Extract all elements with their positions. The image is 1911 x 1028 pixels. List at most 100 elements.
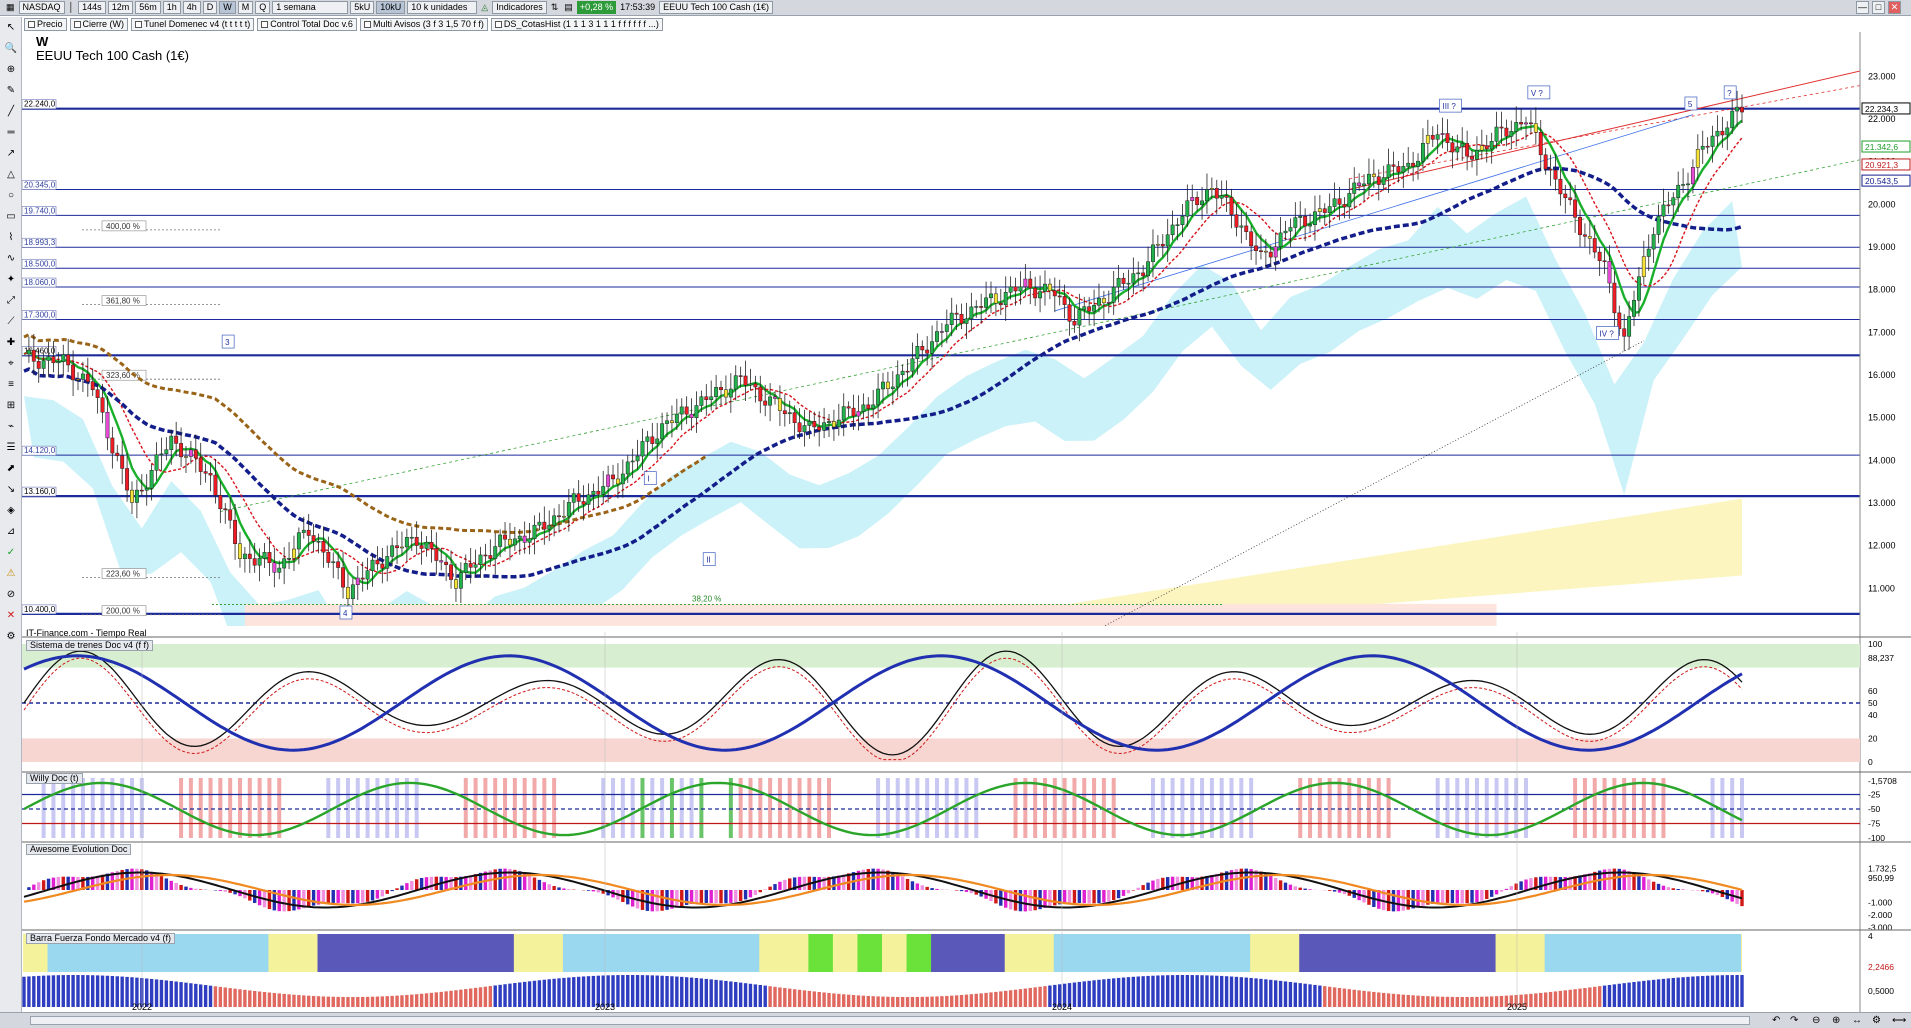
- down-icon[interactable]: ↘: [6, 484, 16, 495]
- candle[interactable]: [188, 441, 193, 464]
- candle[interactable]: [1725, 121, 1730, 151]
- trend-line[interactable]: [1349, 76, 1911, 180]
- period-button[interactable]: D: [202, 1, 218, 14]
- candle[interactable]: [1430, 126, 1435, 148]
- candle[interactable]: [900, 364, 905, 388]
- candle[interactable]: [125, 453, 130, 502]
- candle[interactable]: [355, 565, 360, 601]
- candle[interactable]: [679, 398, 684, 431]
- candle[interactable]: [1366, 158, 1371, 196]
- trendline-icon[interactable]: ╱: [7, 106, 15, 117]
- candle[interactable]: [748, 368, 753, 391]
- candle[interactable]: [1425, 119, 1430, 160]
- candle[interactable]: [233, 504, 238, 560]
- candle[interactable]: [935, 320, 939, 348]
- candle[interactable]: [645, 430, 650, 456]
- candle[interactable]: [552, 508, 557, 537]
- candle[interactable]: [444, 555, 449, 581]
- candle[interactable]: [404, 528, 409, 562]
- candle[interactable]: [434, 532, 439, 575]
- candle[interactable]: [881, 372, 885, 404]
- candle[interactable]: [1695, 134, 1700, 181]
- candle[interactable]: [267, 536, 272, 576]
- candle[interactable]: [1524, 116, 1528, 141]
- candle[interactable]: [1062, 284, 1067, 319]
- candle[interactable]: [1509, 120, 1514, 150]
- channel-icon[interactable]: ≡: [8, 379, 14, 390]
- train-signal-line[interactable]: [23, 657, 1743, 761]
- candle[interactable]: [473, 549, 478, 578]
- candle[interactable]: [728, 373, 733, 413]
- candle[interactable]: [630, 448, 635, 479]
- undo-icon[interactable]: ↶: [1772, 1015, 1781, 1026]
- wave-label[interactable]: I: [643, 471, 657, 485]
- awesome-orange-line[interactable]: [23, 873, 1743, 907]
- candle[interactable]: [1273, 232, 1278, 271]
- candle[interactable]: [1200, 186, 1205, 220]
- fit-icon[interactable]: ↔: [1852, 1015, 1862, 1026]
- candle[interactable]: [483, 543, 488, 571]
- candle[interactable]: [238, 531, 242, 568]
- candle[interactable]: [1155, 235, 1160, 257]
- candle[interactable]: [851, 394, 856, 430]
- awesome-signal-line[interactable]: [23, 871, 1743, 909]
- candle[interactable]: [1023, 263, 1028, 297]
- candle[interactable]: [1460, 127, 1465, 161]
- candle[interactable]: [287, 542, 292, 570]
- candle[interactable]: [184, 446, 188, 473]
- candle[interactable]: [478, 546, 483, 578]
- candle[interactable]: [905, 358, 910, 387]
- cross-icon[interactable]: ✚: [6, 337, 16, 348]
- candle[interactable]: [1303, 208, 1308, 242]
- zoom-out-icon[interactable]: ⊖: [1812, 1015, 1821, 1026]
- candle[interactable]: [1558, 168, 1563, 206]
- candle[interactable]: [257, 548, 262, 582]
- candle[interactable]: [223, 503, 228, 524]
- candle[interactable]: [885, 371, 890, 396]
- candle[interactable]: [144, 474, 149, 506]
- candle[interactable]: [1043, 270, 1047, 306]
- candle[interactable]: [782, 394, 787, 427]
- candle[interactable]: [915, 333, 920, 375]
- study-chip[interactable]: Tunel Domenec v4 (t t t t t): [131, 18, 255, 31]
- wave-label[interactable]: 5: [1684, 96, 1698, 111]
- candle[interactable]: [1342, 197, 1347, 219]
- period-button[interactable]: 12m: [107, 1, 134, 14]
- candle[interactable]: [149, 463, 154, 501]
- candle[interactable]: [959, 303, 964, 330]
- candle[interactable]: [468, 547, 473, 584]
- candle[interactable]: [409, 526, 414, 551]
- candle[interactable]: [998, 288, 1003, 315]
- candle[interactable]: [1337, 186, 1342, 221]
- candle[interactable]: [512, 526, 517, 551]
- candle[interactable]: [1602, 247, 1607, 275]
- candle[interactable]: [1406, 147, 1411, 174]
- panel-title-trenes[interactable]: Sistema de trenes Doc v4 (f f): [26, 640, 154, 651]
- study-toggle-icon[interactable]: [28, 21, 35, 28]
- ma-navy-line[interactable]: [23, 166, 1743, 579]
- candle[interactable]: [1681, 168, 1686, 194]
- candle[interactable]: [1298, 201, 1303, 231]
- candle[interactable]: [542, 506, 547, 545]
- cursor-icon[interactable]: ↖: [6, 22, 16, 33]
- candle[interactable]: [1440, 117, 1445, 149]
- candle[interactable]: [1214, 179, 1219, 215]
- candle[interactable]: [846, 401, 851, 417]
- candle[interactable]: [1229, 188, 1234, 229]
- candle[interactable]: [684, 396, 689, 425]
- candle[interactable]: [1710, 125, 1715, 163]
- chart-type-icon[interactable]: ▤: [564, 2, 573, 12]
- crosshair-icon[interactable]: ⊕: [6, 64, 16, 75]
- candle[interactable]: [1651, 227, 1656, 263]
- candle[interactable]: [1376, 169, 1381, 201]
- candle[interactable]: [321, 526, 326, 568]
- candle[interactable]: [507, 523, 512, 561]
- candle[interactable]: [1528, 110, 1533, 135]
- candle[interactable]: [1435, 124, 1440, 154]
- candle[interactable]: [41, 352, 46, 377]
- candle[interactable]: [1587, 220, 1592, 255]
- candle[interactable]: [169, 429, 174, 465]
- candle[interactable]: [154, 442, 159, 482]
- zoom-icon[interactable]: 🔍: [4, 43, 18, 54]
- candle[interactable]: [198, 442, 203, 486]
